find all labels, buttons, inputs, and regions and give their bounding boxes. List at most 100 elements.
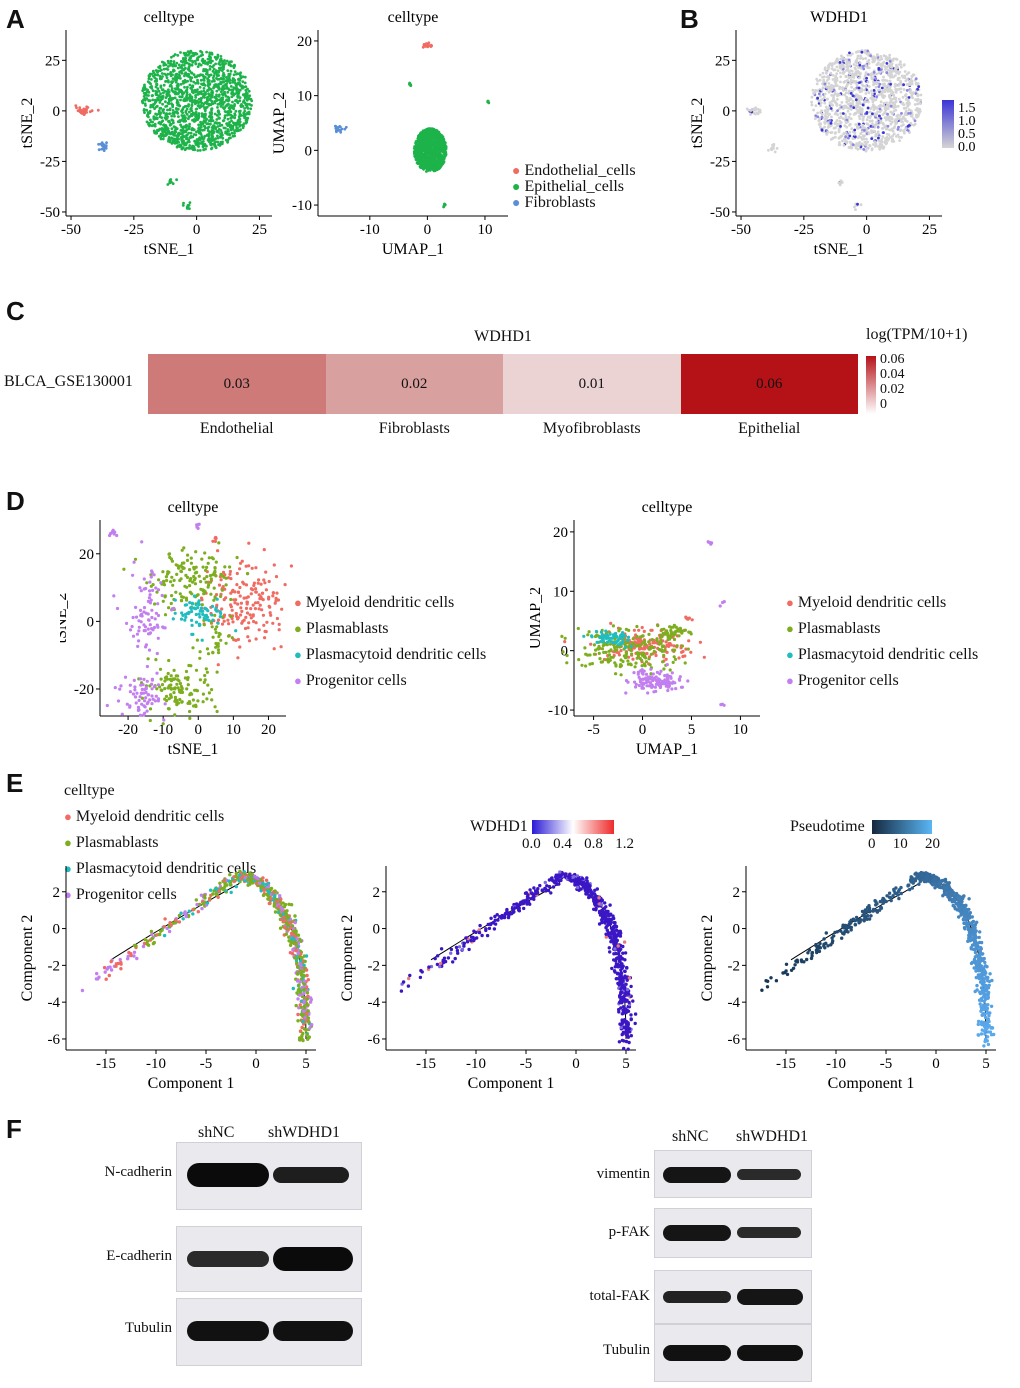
data-point <box>838 103 842 107</box>
data-point <box>836 94 839 98</box>
data-point <box>162 83 166 87</box>
data-point <box>845 97 849 101</box>
data-point <box>421 149 425 152</box>
data-point <box>889 110 893 114</box>
data-point <box>432 156 436 160</box>
data-point <box>215 98 219 101</box>
data-point <box>100 147 104 151</box>
data-point <box>213 539 217 543</box>
data-point <box>866 49 869 53</box>
data-point <box>244 596 248 600</box>
data-point <box>151 89 155 93</box>
data-point <box>435 138 439 142</box>
data-point <box>150 78 153 81</box>
data-point <box>687 639 691 643</box>
data-point <box>160 120 164 124</box>
data-point <box>836 113 839 117</box>
data-point <box>179 128 183 132</box>
data-point <box>251 614 255 618</box>
data-point <box>151 697 155 701</box>
data-point <box>672 644 676 648</box>
data-point <box>882 131 885 135</box>
data-point <box>842 104 846 108</box>
x-tick-label: -50 <box>61 222 81 238</box>
data-point <box>211 650 215 654</box>
data-point <box>185 146 188 150</box>
data-point <box>863 49 867 53</box>
data-point <box>143 85 147 89</box>
data-point <box>184 669 189 674</box>
data-point <box>145 108 149 112</box>
data-point <box>199 606 204 610</box>
data-point <box>837 130 841 134</box>
data-point <box>826 125 830 129</box>
data-point <box>865 137 868 141</box>
data-point <box>244 564 248 568</box>
data-point <box>190 90 194 94</box>
data-point <box>150 702 154 706</box>
data-point <box>174 76 178 80</box>
data-point <box>640 641 645 645</box>
data-point <box>142 109 146 112</box>
data-point <box>244 85 248 88</box>
data-point <box>78 106 82 110</box>
data-point <box>426 44 430 48</box>
y-tick-label: 25 <box>715 53 730 69</box>
data-point <box>884 55 888 58</box>
data-point <box>864 149 868 153</box>
data-point <box>837 127 841 131</box>
data-point <box>147 693 151 697</box>
data-point <box>896 66 900 69</box>
data-point <box>150 615 154 620</box>
data-point <box>864 71 868 74</box>
data-point <box>190 98 194 102</box>
data-point <box>209 56 213 60</box>
data-point <box>878 107 882 111</box>
data-point <box>903 94 907 97</box>
heatmap-col-label: Myofibroblasts <box>542 420 641 437</box>
data-point <box>216 134 219 138</box>
data-point <box>899 65 903 69</box>
data-point <box>236 637 240 642</box>
data-point <box>189 556 193 560</box>
data-point <box>180 64 184 67</box>
data-point <box>841 87 845 91</box>
data-point <box>830 115 833 119</box>
data-point <box>209 73 213 77</box>
data-point <box>916 87 919 91</box>
data-point <box>430 152 433 156</box>
data-point <box>838 119 842 123</box>
data-point <box>83 109 87 113</box>
data-point <box>847 89 851 93</box>
data-point <box>213 627 217 631</box>
data-point <box>203 673 207 678</box>
data-point <box>429 156 433 160</box>
data-point <box>908 123 911 127</box>
data-point <box>194 96 198 99</box>
data-point <box>212 586 216 590</box>
data-point <box>144 685 148 689</box>
y-tick-label: 0 <box>53 104 61 120</box>
heatmap-row-label: BLCA_GSE130001 <box>4 373 133 390</box>
data-point <box>173 96 177 100</box>
data-point <box>856 57 859 60</box>
data-point <box>875 120 878 124</box>
data-point <box>874 77 878 81</box>
data-point <box>250 566 254 570</box>
data-point <box>162 129 166 133</box>
data-point <box>182 125 186 128</box>
data-point <box>336 126 340 129</box>
data-point <box>135 691 139 695</box>
data-point <box>247 89 251 93</box>
data-point <box>169 601 173 606</box>
data-point <box>199 120 203 124</box>
data-point <box>233 70 237 73</box>
data-point <box>207 138 211 142</box>
data-point <box>171 119 175 122</box>
data-point <box>228 569 232 574</box>
data-point <box>856 100 860 104</box>
data-point <box>271 591 275 595</box>
data-point <box>194 52 198 56</box>
data-point <box>850 85 853 89</box>
data-point <box>823 92 827 96</box>
